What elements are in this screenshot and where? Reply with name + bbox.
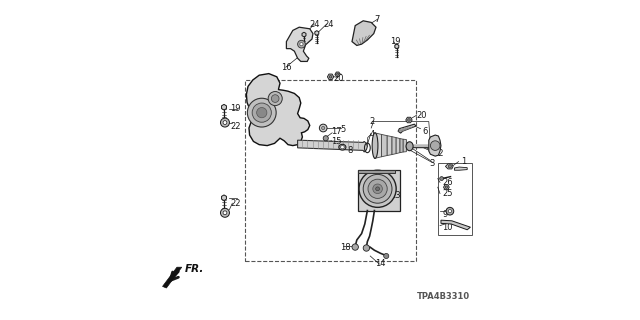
Circle shape bbox=[384, 253, 389, 259]
Text: 12: 12 bbox=[433, 149, 443, 158]
Circle shape bbox=[368, 179, 387, 198]
Text: FR.: FR. bbox=[184, 264, 204, 275]
Bar bbox=[438, 163, 472, 235]
Polygon shape bbox=[315, 31, 319, 35]
Circle shape bbox=[223, 211, 227, 215]
Circle shape bbox=[445, 186, 447, 188]
Text: 9: 9 bbox=[442, 210, 447, 219]
Circle shape bbox=[252, 103, 271, 122]
Circle shape bbox=[223, 121, 227, 124]
Text: 23: 23 bbox=[362, 190, 373, 199]
Text: 19: 19 bbox=[230, 104, 241, 113]
Circle shape bbox=[430, 141, 440, 150]
Circle shape bbox=[220, 118, 230, 127]
Text: 20: 20 bbox=[416, 111, 426, 120]
Text: 24: 24 bbox=[323, 20, 333, 28]
Circle shape bbox=[257, 108, 267, 118]
Circle shape bbox=[448, 210, 452, 213]
Text: 21: 21 bbox=[383, 181, 394, 190]
Text: 5: 5 bbox=[340, 125, 346, 134]
Circle shape bbox=[330, 76, 332, 78]
Text: 20: 20 bbox=[334, 74, 344, 83]
Circle shape bbox=[321, 126, 325, 130]
Text: 6: 6 bbox=[422, 127, 428, 136]
Circle shape bbox=[220, 208, 230, 217]
Text: 3: 3 bbox=[429, 159, 434, 168]
Circle shape bbox=[359, 170, 396, 207]
Bar bbox=[358, 170, 400, 211]
Circle shape bbox=[247, 98, 276, 127]
Polygon shape bbox=[387, 136, 392, 156]
Text: 13: 13 bbox=[390, 191, 401, 200]
Ellipse shape bbox=[406, 142, 413, 151]
Polygon shape bbox=[398, 124, 416, 133]
Polygon shape bbox=[352, 21, 376, 45]
Polygon shape bbox=[400, 139, 403, 153]
Circle shape bbox=[268, 92, 282, 106]
Circle shape bbox=[323, 136, 328, 141]
Text: 2: 2 bbox=[370, 117, 375, 126]
Text: 15: 15 bbox=[332, 137, 342, 146]
Text: TPA4B3310: TPA4B3310 bbox=[417, 292, 470, 301]
Circle shape bbox=[372, 184, 383, 194]
Polygon shape bbox=[374, 133, 381, 158]
Polygon shape bbox=[246, 74, 310, 146]
Bar bbox=[245, 80, 416, 261]
Ellipse shape bbox=[339, 144, 346, 150]
Circle shape bbox=[408, 119, 410, 121]
Circle shape bbox=[364, 174, 392, 203]
Ellipse shape bbox=[372, 133, 378, 158]
Text: 18: 18 bbox=[340, 244, 351, 252]
Text: 10: 10 bbox=[442, 223, 452, 232]
Text: 14: 14 bbox=[375, 260, 386, 268]
Text: 8: 8 bbox=[347, 146, 353, 155]
Polygon shape bbox=[444, 185, 449, 190]
Polygon shape bbox=[396, 138, 400, 154]
Circle shape bbox=[298, 40, 305, 48]
Text: 19: 19 bbox=[390, 37, 401, 46]
Bar bbox=[358, 170, 396, 173]
Polygon shape bbox=[335, 72, 340, 76]
Polygon shape bbox=[328, 74, 334, 80]
Polygon shape bbox=[395, 44, 399, 49]
Polygon shape bbox=[302, 32, 306, 37]
Polygon shape bbox=[445, 164, 453, 169]
Text: 24: 24 bbox=[310, 20, 320, 28]
Text: 11: 11 bbox=[380, 183, 390, 192]
Text: 22: 22 bbox=[230, 122, 241, 131]
Circle shape bbox=[352, 244, 358, 250]
Circle shape bbox=[271, 95, 279, 102]
Polygon shape bbox=[221, 195, 227, 201]
Text: 7: 7 bbox=[374, 15, 380, 24]
Polygon shape bbox=[406, 117, 412, 123]
Circle shape bbox=[319, 124, 327, 132]
Polygon shape bbox=[441, 220, 470, 230]
Polygon shape bbox=[381, 134, 387, 157]
Circle shape bbox=[376, 187, 380, 191]
Polygon shape bbox=[287, 27, 313, 61]
Text: 17: 17 bbox=[332, 127, 342, 136]
Circle shape bbox=[448, 165, 452, 168]
Circle shape bbox=[364, 245, 370, 251]
Polygon shape bbox=[163, 267, 182, 288]
Circle shape bbox=[300, 43, 303, 46]
Polygon shape bbox=[403, 139, 406, 152]
Polygon shape bbox=[221, 104, 227, 110]
Text: 26: 26 bbox=[442, 178, 453, 187]
Text: 22: 22 bbox=[230, 199, 241, 208]
Circle shape bbox=[337, 73, 339, 75]
Text: 1: 1 bbox=[461, 157, 466, 166]
Polygon shape bbox=[429, 135, 441, 156]
Polygon shape bbox=[298, 140, 367, 152]
Polygon shape bbox=[454, 167, 467, 170]
Polygon shape bbox=[392, 137, 396, 155]
Text: 16: 16 bbox=[281, 63, 292, 72]
Circle shape bbox=[446, 207, 454, 215]
Text: 4: 4 bbox=[370, 130, 375, 139]
Circle shape bbox=[440, 177, 444, 180]
Ellipse shape bbox=[340, 146, 344, 149]
Text: 25: 25 bbox=[442, 189, 452, 198]
